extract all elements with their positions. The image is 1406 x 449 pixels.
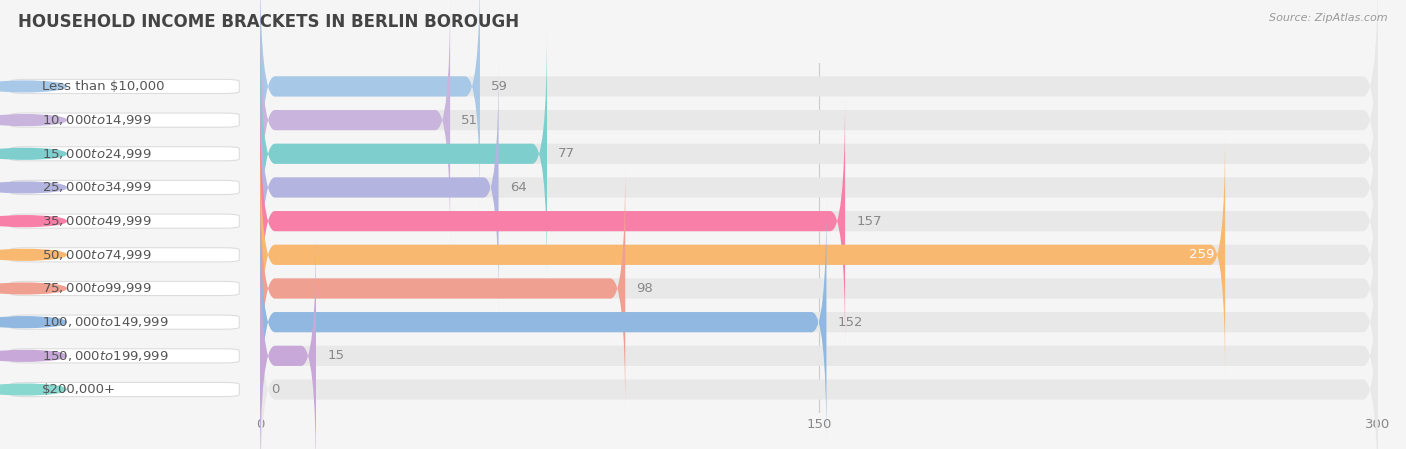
Text: 59: 59 xyxy=(491,80,508,93)
FancyBboxPatch shape xyxy=(260,63,499,312)
Circle shape xyxy=(0,81,66,92)
Text: 157: 157 xyxy=(856,215,882,228)
FancyBboxPatch shape xyxy=(260,198,1378,447)
Text: $75,000 to $99,999: $75,000 to $99,999 xyxy=(42,282,152,295)
Circle shape xyxy=(0,384,66,395)
Text: $25,000 to $34,999: $25,000 to $34,999 xyxy=(42,180,152,194)
Text: Source: ZipAtlas.com: Source: ZipAtlas.com xyxy=(1270,13,1388,23)
FancyBboxPatch shape xyxy=(260,164,1378,413)
FancyBboxPatch shape xyxy=(260,130,1225,379)
FancyBboxPatch shape xyxy=(260,97,845,346)
FancyBboxPatch shape xyxy=(260,0,450,245)
Circle shape xyxy=(0,250,66,260)
Circle shape xyxy=(0,351,66,361)
Text: $15,000 to $24,999: $15,000 to $24,999 xyxy=(42,147,152,161)
Text: $150,000 to $199,999: $150,000 to $199,999 xyxy=(42,349,169,363)
FancyBboxPatch shape xyxy=(260,198,827,447)
FancyBboxPatch shape xyxy=(10,79,239,93)
Text: $10,000 to $14,999: $10,000 to $14,999 xyxy=(42,113,152,127)
FancyBboxPatch shape xyxy=(260,130,1378,379)
Text: 77: 77 xyxy=(558,147,575,160)
FancyBboxPatch shape xyxy=(10,147,239,161)
Text: HOUSEHOLD INCOME BRACKETS IN BERLIN BOROUGH: HOUSEHOLD INCOME BRACKETS IN BERLIN BORO… xyxy=(18,13,519,31)
Circle shape xyxy=(0,149,66,159)
Text: Less than $10,000: Less than $10,000 xyxy=(42,80,165,93)
FancyBboxPatch shape xyxy=(10,214,239,228)
Text: 0: 0 xyxy=(271,383,280,396)
Text: 15: 15 xyxy=(328,349,344,362)
Circle shape xyxy=(0,216,66,226)
FancyBboxPatch shape xyxy=(260,0,1378,211)
FancyBboxPatch shape xyxy=(10,282,239,295)
FancyBboxPatch shape xyxy=(260,29,547,278)
Text: $50,000 to $74,999: $50,000 to $74,999 xyxy=(42,248,152,262)
FancyBboxPatch shape xyxy=(260,231,316,449)
FancyBboxPatch shape xyxy=(10,113,239,127)
FancyBboxPatch shape xyxy=(10,248,239,262)
Text: 259: 259 xyxy=(1188,248,1213,261)
Circle shape xyxy=(0,283,66,294)
Text: $200,000+: $200,000+ xyxy=(42,383,115,396)
Text: $100,000 to $149,999: $100,000 to $149,999 xyxy=(42,315,169,329)
FancyBboxPatch shape xyxy=(260,164,626,413)
FancyBboxPatch shape xyxy=(260,0,479,211)
FancyBboxPatch shape xyxy=(10,383,239,396)
Circle shape xyxy=(0,115,66,125)
Text: 64: 64 xyxy=(510,181,526,194)
FancyBboxPatch shape xyxy=(10,180,239,194)
Circle shape xyxy=(0,317,66,327)
Text: $35,000 to $49,999: $35,000 to $49,999 xyxy=(42,214,152,228)
FancyBboxPatch shape xyxy=(10,315,239,329)
FancyBboxPatch shape xyxy=(260,97,1378,346)
Circle shape xyxy=(0,182,66,193)
FancyBboxPatch shape xyxy=(260,231,1378,449)
FancyBboxPatch shape xyxy=(260,265,1378,449)
FancyBboxPatch shape xyxy=(260,63,1378,312)
FancyBboxPatch shape xyxy=(260,0,1378,245)
Text: 98: 98 xyxy=(637,282,654,295)
FancyBboxPatch shape xyxy=(10,349,239,363)
Text: 51: 51 xyxy=(461,114,478,127)
Text: 152: 152 xyxy=(838,316,863,329)
FancyBboxPatch shape xyxy=(260,29,1378,278)
